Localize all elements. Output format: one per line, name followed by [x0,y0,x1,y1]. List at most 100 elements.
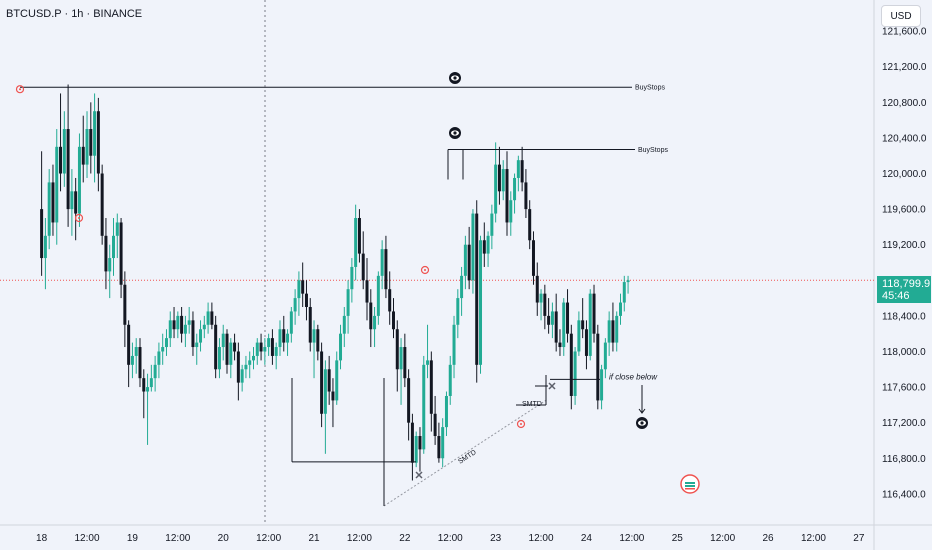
candle-body [210,311,214,325]
candle-body [611,320,615,343]
candle-body [286,333,290,343]
candle-body [497,164,501,192]
circle-marker-icon [516,419,526,429]
eye-icon [449,127,461,139]
candle-body [600,369,604,401]
candle-body [615,315,619,343]
candle-body [180,315,184,334]
candle-body [183,324,187,334]
candle-body [202,324,206,330]
x-mark-icon [415,471,423,479]
candle-body [354,218,358,267]
candle-body [482,240,486,254]
candle-body [134,347,138,356]
price-tick-label: 117,600.0 [882,383,926,394]
candle-body [361,253,365,281]
candle-body [62,129,66,174]
candle-body [51,182,55,223]
time-tick-label: 12:00 [710,533,735,544]
candle-body [149,378,153,388]
time-tick-label: 20 [218,533,230,544]
eye-icon-pupil [453,131,457,135]
candle-body [550,311,554,325]
candle-body [191,320,195,348]
currency-button[interactable]: USD [881,5,921,27]
candle-body [206,311,210,325]
candle-body [59,146,63,174]
logo-bar [685,485,695,487]
price-tick-label: 120,000.0 [882,169,927,180]
buystops-label: BuyStops [635,85,665,92]
candle-body [592,293,596,334]
candle-body [543,293,547,316]
candle-body [142,378,146,392]
candle-body [233,342,237,352]
candle-body [81,146,85,165]
x-mark-stroke [415,471,423,479]
candle-body [100,173,104,236]
candle-body [403,347,407,379]
price-tick-label: 121,200.0 [882,62,927,73]
candle-body [267,338,271,348]
candle-body [380,249,384,276]
symbol-title[interactable]: BTCUSD.P · 1h · BINANCE [6,8,143,20]
price-tick-label: 116,800.0 [882,454,926,465]
candle-body [304,293,308,307]
candle-body [323,369,327,414]
candle-body [339,333,343,361]
eye-icon-pupil [453,76,457,80]
time-tick-label: 23 [490,533,502,544]
candle-body [342,315,346,334]
candle-body [505,169,509,223]
candle-body [566,302,570,334]
candle-body [388,289,392,312]
candle-body [376,275,380,316]
candle-body [444,395,448,428]
candle-body [460,275,464,299]
candle-body [93,111,97,156]
candle-body [471,213,475,281]
candle-body [108,258,112,272]
time-tick-label: 12:00 [438,533,463,544]
candle-body [520,160,524,183]
candle-body [229,342,233,365]
tradingview-logo-icon[interactable] [680,474,700,494]
candle-body [456,298,460,325]
last-price-value: 118,799.9 [882,278,931,290]
candle-body [187,320,191,325]
candle-body [547,315,551,325]
candle-body [327,369,331,392]
candles-layer [40,84,630,481]
time-tick-label: 12:00 [165,533,190,544]
time-tick-label: 26 [762,533,774,544]
candle-body [240,369,244,383]
candle-body [74,191,78,214]
candle-body [199,329,203,343]
candle-body [407,378,411,423]
candle-body [195,342,199,348]
circle-marker-icon [74,213,84,223]
candle-body [433,413,437,437]
price-tick-label: 120,400.0 [882,133,927,144]
candle-body [531,240,535,276]
candle-body [123,284,127,325]
candle-body [622,282,626,303]
candle-body [384,249,388,290]
price-axis[interactable]: 121,600.0 121,200.0 120,800.0 120,400.0 120,… [882,27,927,501]
candle-body [66,129,70,210]
time-axis[interactable]: 18 12:00 19 12:00 20 12:00 21 12:00 22 12:00 23 12:… [36,533,865,544]
candle-body [225,333,229,365]
candle-body [573,351,577,396]
price-tick-label: 118,000.0 [882,347,926,358]
circle-marker-dot [19,88,21,91]
candle-body [70,191,74,210]
price-tick-label: 117,200.0 [882,418,926,429]
candle-body [172,320,176,330]
candle-body [513,177,517,201]
candle-body [603,342,607,370]
candle-body [236,351,240,383]
candle-body [104,235,108,272]
time-tick-label: 22 [399,533,411,544]
